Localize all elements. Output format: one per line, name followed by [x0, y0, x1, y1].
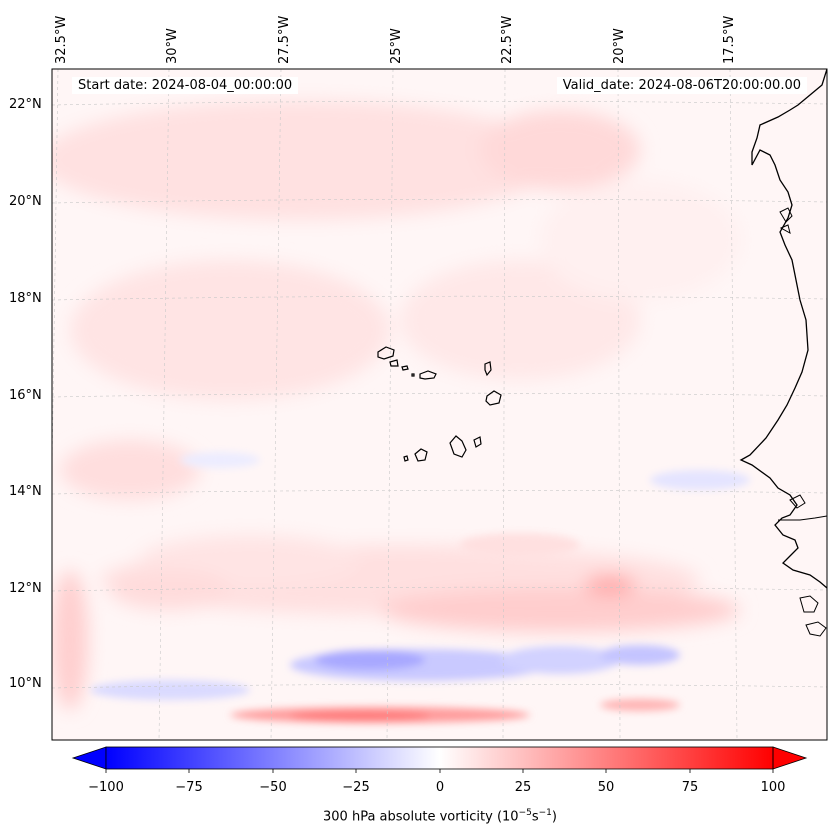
- colorbar-title-text: 300 hPa absolute vorticity (10: [323, 809, 519, 825]
- lon-label-30w: 30°W: [165, 28, 180, 64]
- start-date-label: Start date: 2024-08-04_00:00:00: [72, 77, 299, 94]
- lat-label-20n: 20°N: [9, 194, 42, 209]
- africa-coastline: [739, 69, 827, 589]
- colorbar-title: 300 hPa absolute vorticity (10−5s−1): [323, 808, 557, 824]
- lon-label-25w: 25°W: [389, 28, 404, 64]
- colorbar-title-exp1: −5: [518, 808, 532, 818]
- lat-label-18n: 18°N: [9, 291, 42, 306]
- colorbar-tick--25: −25: [342, 780, 370, 795]
- graticule: [52, 69, 827, 740]
- vorticity-field: [52, 69, 827, 740]
- colorbar-title-unit: s: [531, 809, 539, 825]
- colorbar-gradient: [106, 747, 773, 769]
- colorbar-tick--75: −75: [175, 780, 203, 795]
- colorbar-tick--100: −100: [88, 780, 124, 795]
- colorbar-tick-0: 0: [435, 780, 445, 795]
- lat-label-10n: 10°N: [9, 676, 42, 691]
- colorbar: [71, 746, 808, 773]
- colorbar-tick-75: 75: [681, 780, 699, 795]
- cape-verde-islands: [377, 346, 502, 462]
- colorbar-tick-25: 25: [514, 780, 532, 795]
- coast-detail-5: [779, 224, 791, 234]
- lat-label-12n: 12°N: [9, 581, 42, 596]
- colorbar-title-end: ): [551, 809, 557, 825]
- valid-date-label: Valid_date: 2024-08-06T20:00:00.00: [556, 77, 807, 94]
- coast-detail-1: [778, 515, 827, 521]
- lon-label-27-5w: 27.5°W: [277, 15, 292, 64]
- lon-label-32-5w: 32.5°W: [54, 15, 69, 64]
- lon-label-20w: 20°W: [612, 28, 627, 64]
- lat-label-16n: 16°N: [9, 388, 42, 403]
- colorbar-high-extend: [772, 746, 808, 770]
- lon-label-22-5w: 22.5°W: [500, 15, 515, 64]
- colorbar-tick-50: 50: [597, 780, 615, 795]
- coast-detail-2: [799, 595, 819, 613]
- colorbar-tick--50: −50: [259, 780, 287, 795]
- colorbar-title-exp2: −1: [538, 808, 552, 818]
- colorbar-low-extend: [71, 746, 107, 770]
- map-border: [51, 68, 828, 741]
- lon-label-17-5w: 17.5°W: [722, 15, 737, 64]
- lat-label-14n: 14°N: [9, 484, 42, 499]
- coast-detail-6: [789, 494, 806, 509]
- lat-label-22n: 22°N: [9, 97, 42, 112]
- coast-detail-3: [805, 621, 827, 637]
- colorbar-tick-100: 100: [760, 780, 786, 795]
- coast-detail-4: [779, 207, 793, 223]
